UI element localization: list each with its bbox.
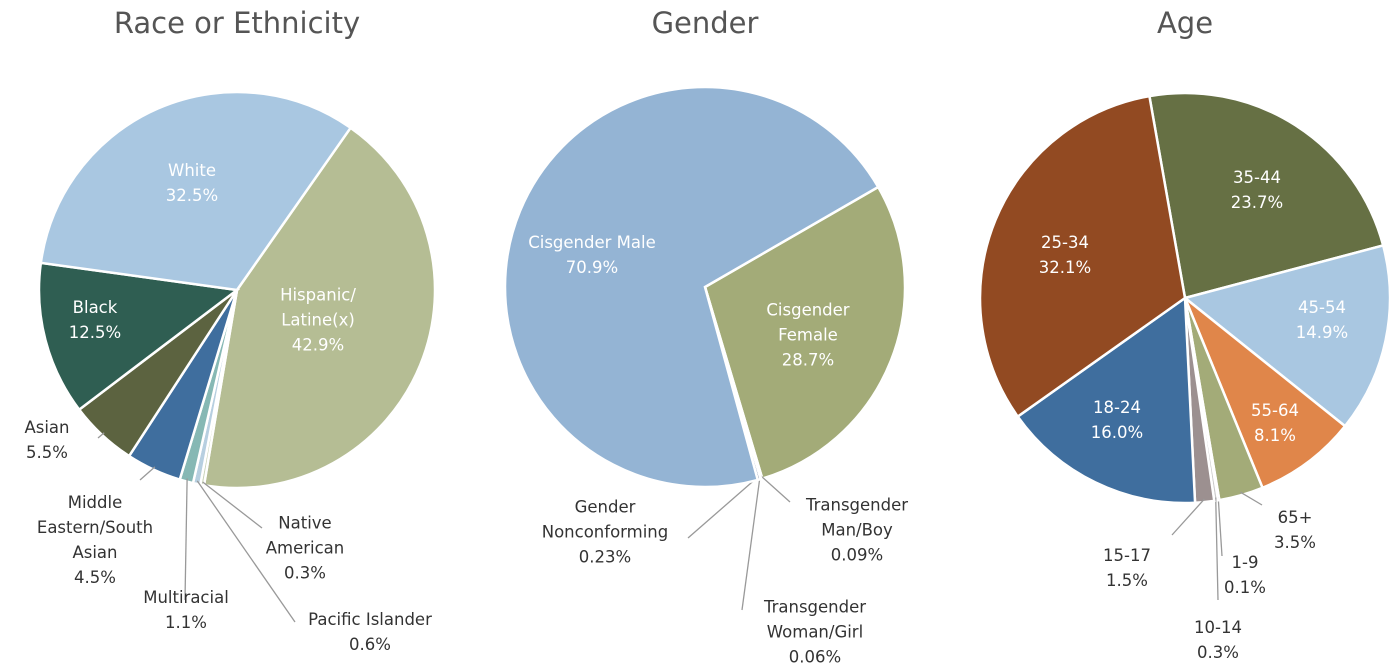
chart-title: Gender: [651, 6, 759, 40]
slice-label: Multiracial 1.1%: [126, 585, 246, 635]
leader-line: [1215, 497, 1219, 601]
pie-slice: [1016, 295, 1197, 505]
leader-line: [139, 466, 156, 481]
value-label: 16.0%: [1090, 423, 1144, 442]
value-label: 0.1%: [1224, 578, 1266, 597]
value-label: 42.9%: [291, 335, 345, 355]
category-name: Multiracial: [143, 588, 229, 607]
category-name: 10-14: [1194, 618, 1242, 637]
leader-line: [1217, 497, 1223, 557]
value-label: 32.1%: [1038, 258, 1092, 277]
slice-label: Cisgender Female 28.7%: [753, 298, 863, 373]
category-name: Asian: [24, 418, 70, 437]
value-label: 28.7%: [781, 350, 835, 370]
pie-slice: [703, 185, 907, 481]
slice-label: Asian 5.5%: [12, 415, 82, 465]
leader-line: [196, 480, 296, 623]
slice-label: 35-44 23.7%: [1217, 165, 1297, 215]
slice-label: Gender Nonconforming 0.23%: [525, 495, 685, 570]
slice-label: 65+ 3.5%: [1265, 505, 1325, 555]
category-name: Gender Nonconforming: [541, 497, 669, 542]
pie-slice: [202, 126, 437, 490]
pie-slice: [978, 94, 1187, 419]
category-name: 65+: [1277, 508, 1313, 527]
slice-label: Native American 0.3%: [255, 511, 355, 586]
pie-slice: [39, 90, 353, 292]
pie-slice: [1182, 294, 1347, 490]
category-name: Cisgender Female: [766, 300, 850, 345]
category-name: 25-34: [1041, 233, 1089, 252]
value-label: 32.5%: [165, 186, 219, 205]
category-name: Hispanic/Latine(x): [280, 285, 356, 330]
value-label: 0.3%: [1197, 643, 1239, 662]
value-label: 0.09%: [830, 545, 884, 565]
slice-label: Transgender Woman/Girl 0.06%: [740, 595, 890, 668]
category-name: Native American: [265, 513, 345, 558]
category-name: Transgender Man/Boy: [805, 495, 909, 540]
value-label: 0.06%: [788, 647, 842, 667]
slice-label: Hispanic/Latine(x) 42.9%: [278, 283, 358, 358]
pie-slice: [37, 261, 241, 412]
value-label: 0.6%: [349, 635, 391, 654]
value-label: 23.7%: [1230, 193, 1284, 212]
slice-label: Middle Eastern/South Asian 4.5%: [30, 490, 160, 590]
leader-line: [202, 481, 263, 529]
leader-line: [1171, 498, 1205, 536]
category-name: 1-9: [1231, 553, 1259, 572]
slice-label: White 32.5%: [147, 158, 237, 208]
chart-title: Race or Ethnicity: [113, 6, 361, 40]
slice-label: 55-64 8.1%: [1240, 398, 1310, 448]
chart-title: Age: [1156, 6, 1214, 40]
category-name: White: [168, 161, 216, 180]
category-name: 55-64: [1251, 401, 1299, 420]
value-label: 1.1%: [165, 613, 207, 632]
slice-label: 1-9 0.1%: [1220, 550, 1270, 600]
value-label: 5.5%: [26, 443, 68, 462]
value-label: 3.5%: [1274, 533, 1316, 552]
category-name: Black: [72, 298, 118, 317]
category-name: Middle Eastern/South Asian: [36, 493, 154, 562]
pie-slice: [503, 85, 880, 489]
value-label: 0.23%: [578, 547, 632, 567]
category-name: 15-17: [1103, 546, 1151, 565]
leader-line: [760, 475, 791, 503]
slice-label: Cisgender Male 70.9%: [507, 230, 677, 280]
pie-slice: [1182, 243, 1392, 428]
slice-label: 10-14 0.3%: [1188, 615, 1248, 665]
leader-line: [687, 476, 759, 539]
value-label: 8.1%: [1254, 426, 1296, 445]
leader-line: [1240, 491, 1263, 506]
slice-label: Black 12.5%: [50, 295, 140, 345]
category-name: 35-44: [1233, 168, 1281, 187]
slice-label: 45-54 14.9%: [1282, 295, 1362, 345]
value-label: 12.5%: [68, 323, 122, 342]
pie-slice: [1147, 91, 1385, 300]
category-name: 18-24: [1093, 398, 1141, 417]
slice-label: Transgender Man/Boy 0.09%: [787, 493, 927, 568]
leader-line: [184, 478, 188, 601]
value-label: 70.9%: [565, 258, 619, 277]
slice-label: 15-17 1.5%: [1097, 543, 1157, 593]
leader-line: [97, 432, 105, 439]
category-name: Transgender Woman/Girl: [763, 597, 867, 642]
category-name: 45-54: [1298, 298, 1346, 317]
value-label: 1.5%: [1106, 571, 1148, 590]
category-name: Cisgender Male: [528, 233, 656, 252]
slice-label: 25-34 32.1%: [1030, 230, 1100, 280]
slice-label: Pacific Islander 0.6%: [285, 607, 455, 657]
slice-label: 18-24 16.0%: [1082, 395, 1152, 445]
leader-line: [741, 476, 761, 611]
value-label: 14.9%: [1295, 323, 1349, 342]
category-name: Pacific Islander: [308, 610, 432, 629]
value-label: 0.3%: [284, 563, 326, 583]
value-label: 4.5%: [74, 568, 116, 587]
